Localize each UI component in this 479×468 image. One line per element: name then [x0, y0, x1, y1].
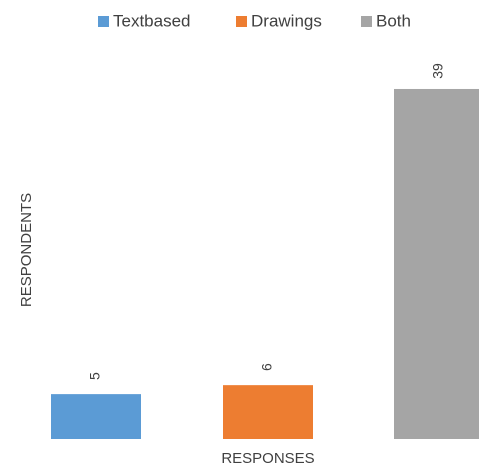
bar [51, 394, 141, 439]
legend-label: Both [376, 11, 411, 30]
legend-swatch [361, 16, 372, 27]
legend-swatch [236, 16, 247, 27]
bar [394, 88, 479, 439]
legend-label: Drawings [251, 11, 322, 30]
data-label: 6 [259, 363, 275, 371]
legend-label: Textbased [113, 11, 191, 30]
legend-swatch [98, 16, 109, 27]
data-label: 39 [430, 63, 446, 79]
y-axis-label: RESPONDENTS [18, 193, 35, 307]
bar [223, 385, 313, 439]
x-axis-label: RESPONSES [221, 450, 314, 467]
data-label: 5 [87, 372, 103, 380]
